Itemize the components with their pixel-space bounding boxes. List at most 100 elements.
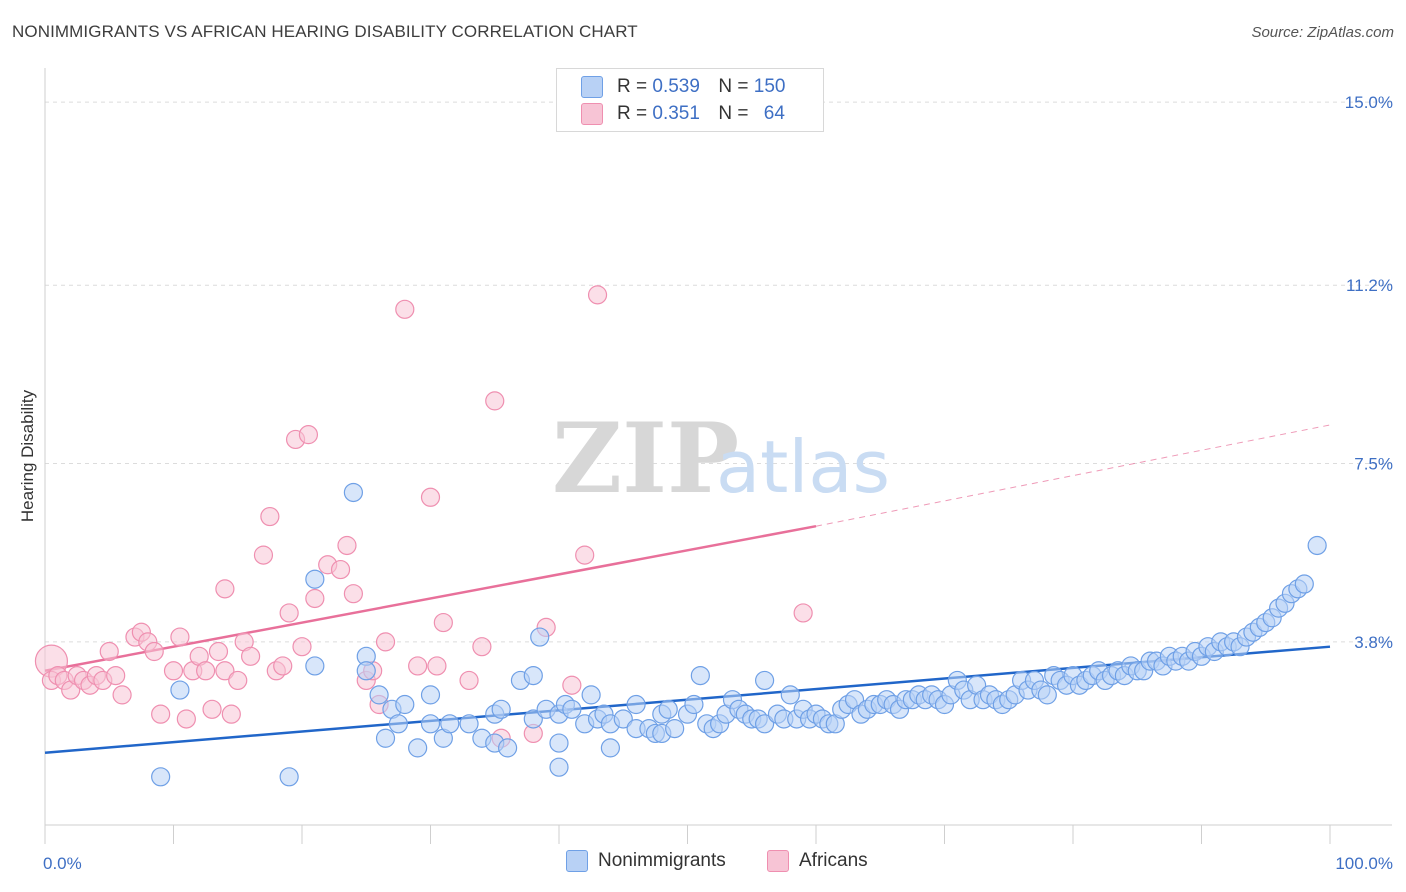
africans-point	[196, 661, 216, 681]
series-legend: Nonimmigrants Africans	[0, 850, 1406, 878]
nonimmigrants-point	[491, 699, 511, 719]
legend-n-value: 64	[763, 103, 785, 124]
nonimmigrants-point	[613, 709, 633, 729]
chart-title: NONIMMIGRANTS VS AFRICAN HEARING DISABIL…	[12, 22, 638, 41]
nonimmigrants-point	[343, 482, 363, 503]
watermark-atlas: atlas	[716, 425, 890, 509]
legend-r-value: 0.539	[652, 76, 700, 97]
africans-point	[228, 670, 248, 691]
y-tick-label: 11.2%	[1346, 276, 1393, 295]
legend-r-value: 0.351	[652, 103, 700, 124]
africans-point	[433, 612, 453, 633]
legend-swatch-pink	[581, 103, 603, 125]
africans-point	[427, 656, 447, 676]
africans-point	[260, 506, 280, 527]
africans-point	[202, 699, 222, 719]
africans-point	[215, 579, 235, 599]
nonimmigrants-point	[562, 699, 582, 719]
axes	[44, 68, 1392, 844]
africans-point	[575, 545, 595, 565]
legend-row-africans: R = 0.351 N = 64	[581, 102, 785, 126]
nonimmigrants-point	[684, 694, 704, 715]
y-axis-label: Hearing Disability	[18, 389, 37, 522]
africans-point	[343, 584, 363, 604]
africans-point	[459, 670, 479, 691]
nonimmigrants-point	[498, 738, 518, 758]
y-tick-label: 7.5%	[1354, 455, 1393, 474]
africans-point	[112, 685, 132, 705]
africans-point	[151, 704, 171, 724]
nonimmigrants-point	[626, 694, 646, 715]
nonimmigrants-point	[170, 680, 190, 700]
nonimmigrants-point	[375, 728, 396, 748]
legend-n-value: 150	[753, 76, 786, 97]
africans-point	[298, 425, 319, 445]
nonimmigrants-point	[305, 569, 325, 589]
africans-point	[106, 665, 126, 686]
legend-swatch-pink	[767, 850, 789, 872]
legend-n-label: N =	[718, 103, 749, 124]
africans-point	[253, 545, 274, 565]
nonimmigrants-point	[549, 733, 569, 753]
nonimmigrants-point	[581, 685, 601, 705]
africans-point	[273, 656, 293, 676]
y-tick-labels: 3.8% 7.5% 11.2% 15.0%	[1345, 93, 1393, 652]
nonimmigrants-point	[600, 738, 621, 758]
africans-point	[330, 559, 351, 580]
nonimmigrants-point	[523, 709, 543, 729]
africans-point	[144, 641, 164, 662]
legend-item-africans[interactable]: Africans	[767, 850, 868, 872]
africans-point	[221, 704, 241, 724]
africans-point	[163, 661, 184, 681]
nonimmigrants-point	[1037, 685, 1057, 705]
africans-point	[176, 709, 196, 729]
y-tick-label: 15.0%	[1345, 93, 1393, 112]
watermark: ZIP atlas	[552, 402, 890, 515]
africans-point	[395, 299, 415, 319]
nonimmigrants-points	[151, 482, 1327, 787]
nonimmigrants-point	[1307, 535, 1327, 556]
watermark-zip: ZIP	[552, 402, 739, 515]
africans-point	[408, 656, 428, 676]
legend-swatch-blue	[566, 850, 588, 872]
x-tick-label-start: 0.0%	[43, 854, 82, 873]
nonimmigrants-point	[408, 738, 428, 758]
africans-point	[587, 285, 608, 305]
africans-point	[485, 391, 505, 411]
africans-points	[34, 285, 813, 748]
x-tick-label-end: 100.0%	[1335, 854, 1393, 873]
legend-swatch-blue	[581, 76, 603, 98]
nonimmigrants-point	[151, 767, 171, 787]
nonimmigrants-point	[780, 685, 800, 705]
nonimmigrants-point	[369, 685, 389, 705]
nonimmigrants-point	[420, 714, 441, 734]
nonimmigrants-point	[754, 670, 775, 691]
nonimmigrants-point	[440, 714, 460, 734]
nonimmigrants-point	[523, 665, 543, 686]
nonimmigrants-point	[549, 757, 569, 777]
africans-point	[241, 646, 261, 666]
nonimmigrants-point	[690, 665, 710, 686]
y-tick-label: 3.8%	[1354, 633, 1393, 652]
africans-point	[562, 675, 582, 695]
nonimmigrants-point	[459, 714, 479, 734]
africans-point	[170, 627, 190, 647]
nonimmigrants-point	[356, 661, 376, 681]
nonimmigrants-point	[279, 767, 299, 787]
source-label: Source: ZipAtlas.com	[1251, 24, 1394, 41]
legend-label-africans: Africans	[799, 850, 868, 871]
africans-point	[305, 588, 325, 609]
gridlines	[45, 101, 1392, 643]
africans-point	[99, 641, 119, 662]
africans-trend-extension	[815, 424, 1331, 527]
africans-point	[279, 603, 299, 623]
africans-point	[208, 641, 229, 662]
legend-item-nonimmigrants[interactable]: Nonimmigrants	[566, 850, 726, 872]
legend-r-label: R =	[617, 103, 648, 124]
africans-point	[337, 535, 357, 556]
nonimmigrants-point	[305, 656, 325, 676]
nonimmigrants-point	[420, 685, 441, 705]
legend-label-nonimmigrants: Nonimmigrants	[598, 850, 726, 871]
nonimmigrants-point	[388, 714, 408, 734]
